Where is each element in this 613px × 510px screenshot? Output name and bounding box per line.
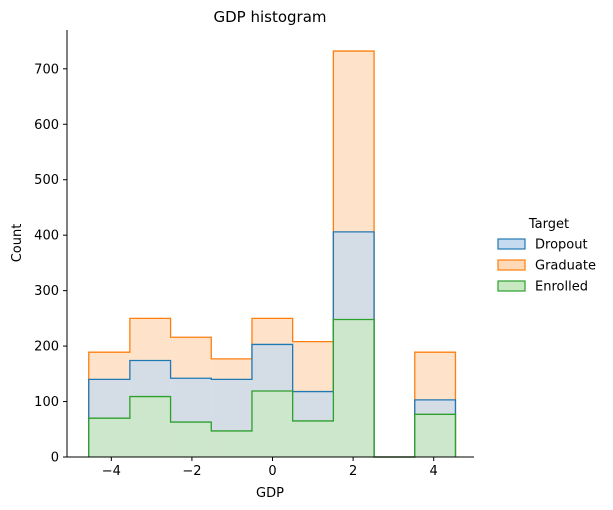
y-tick-label: 200 xyxy=(34,340,59,355)
legend-item-dropout: Dropout xyxy=(497,238,588,253)
x-tick-label: 2 xyxy=(349,464,357,479)
legend-label: Dropout xyxy=(535,238,588,253)
legend-item-enrolled: Enrolled xyxy=(497,280,588,295)
bar-enrolled-8 xyxy=(414,414,456,457)
legend-swatch xyxy=(497,238,526,250)
legend-label: Graduate xyxy=(535,259,596,274)
bar-enrolled-0 xyxy=(88,418,130,457)
series-enrolled xyxy=(88,318,457,458)
bar-enrolled-6 xyxy=(333,319,375,457)
bar-enrolled-5 xyxy=(292,420,334,457)
x-tick-label: 4 xyxy=(430,464,438,479)
y-tick-label: 500 xyxy=(34,173,59,188)
bar-enrolled-2 xyxy=(170,422,212,457)
legend-swatch xyxy=(497,280,526,292)
bar-enrolled-4 xyxy=(251,391,293,457)
legend-swatch xyxy=(497,259,526,271)
y-tick-label: 700 xyxy=(34,62,59,77)
legend-label: Enrolled xyxy=(535,280,588,295)
x-tick-label: 0 xyxy=(268,464,276,479)
y-tick-label: 400 xyxy=(34,229,59,244)
axes: −4 −2 0 2 4 0 100 200 300 400 500 600 700 xyxy=(34,30,474,479)
legend: Target Dropout Graduate Enrolled xyxy=(497,217,596,295)
x-tick-label: −2 xyxy=(182,464,201,479)
legend-item-graduate: Graduate xyxy=(497,259,596,274)
y-tick-label: 100 xyxy=(34,395,59,410)
y-tick-label: 300 xyxy=(34,284,59,299)
chart-title: GDP histogram xyxy=(213,8,326,26)
y-axis-label: Count xyxy=(10,224,25,263)
y-tick-label: 600 xyxy=(34,118,59,133)
legend-title: Target xyxy=(528,217,569,232)
y-tick-label: 0 xyxy=(51,451,59,466)
x-axis-label: GDP xyxy=(256,486,284,501)
bar-enrolled-3 xyxy=(211,430,252,457)
x-tick-label: −4 xyxy=(102,464,121,479)
histogram-bars xyxy=(88,50,457,458)
bar-enrolled-1 xyxy=(129,396,171,457)
